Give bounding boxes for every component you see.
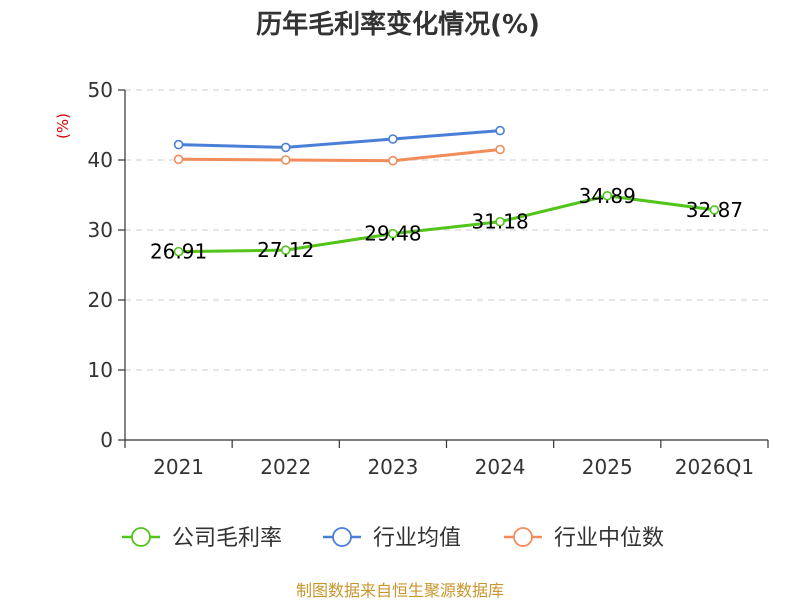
y-tick-label: 20: [88, 288, 113, 312]
legend-label: 行业中位数: [554, 526, 664, 551]
legend-label: 公司毛利率: [172, 526, 282, 551]
source-note: 制图数据来自恒生聚源数据库: [296, 581, 504, 600]
data-point[interactable]: [602, 190, 613, 201]
data-point[interactable]: [280, 245, 291, 255]
axes: 0 10 20 30 40 50 2021 2022 2023 2024 2025 2026Q1: [88, 78, 769, 479]
data-point[interactable]: [173, 139, 184, 150]
y-tick-label: 30: [88, 218, 113, 242]
data-labels: 26.91 27.12 29.48 31.18 34.89 32.87: [150, 184, 743, 264]
series-line: [178, 129, 501, 149]
legend-swatch-marker: [332, 527, 352, 547]
legend-item[interactable]: 公司毛利率: [122, 526, 282, 551]
x-tick-label: 2021: [153, 455, 204, 479]
y-tick-label: 10: [88, 358, 113, 382]
y-tick-label: 40: [88, 148, 113, 172]
data-label: 32.87: [686, 198, 743, 222]
data-label: 26.91: [150, 240, 207, 264]
x-tick-label: 2024: [475, 455, 526, 479]
legend[interactable]: 公司毛利率 行业均值 行业中位数: [122, 526, 664, 551]
x-tick-label: 2025: [582, 455, 633, 479]
chart-title: 历年毛利率变化情况(%): [256, 9, 540, 40]
data-point[interactable]: [280, 142, 291, 153]
data-label: 29.48: [364, 222, 421, 246]
series-group: [173, 125, 720, 257]
data-point[interactable]: [173, 246, 184, 257]
gridlines: [125, 89, 768, 371]
legend-swatch-marker: [513, 527, 533, 547]
legend-label: 行业均值: [373, 526, 461, 551]
series-line: [178, 148, 501, 163]
y-tick-label: 0: [100, 428, 113, 452]
y-axis-unit-label: (%): [54, 113, 72, 139]
x-tick-label: 2026Q1: [675, 455, 754, 479]
data-label: 31.18: [471, 210, 528, 234]
data-point[interactable]: [280, 155, 291, 165]
data-point[interactable]: [388, 155, 398, 166]
data-point[interactable]: [495, 144, 505, 155]
data-label: 34.89: [579, 184, 636, 208]
data-point[interactable]: [709, 205, 720, 215]
data-point[interactable]: [495, 216, 505, 227]
data-label: 27.12: [257, 238, 314, 262]
series-line: [178, 194, 715, 254]
legend-item[interactable]: 行业中位数: [504, 526, 664, 551]
legend-item[interactable]: 行业均值: [323, 526, 461, 551]
data-point[interactable]: [388, 228, 398, 239]
data-point[interactable]: [495, 125, 505, 136]
data-point[interactable]: [388, 134, 398, 144]
y-tick-label: 50: [88, 78, 113, 102]
x-tick-label: 2022: [260, 455, 311, 479]
data-point[interactable]: [173, 154, 184, 165]
legend-swatch-marker: [131, 527, 151, 547]
x-tick-label: 2023: [367, 455, 418, 479]
